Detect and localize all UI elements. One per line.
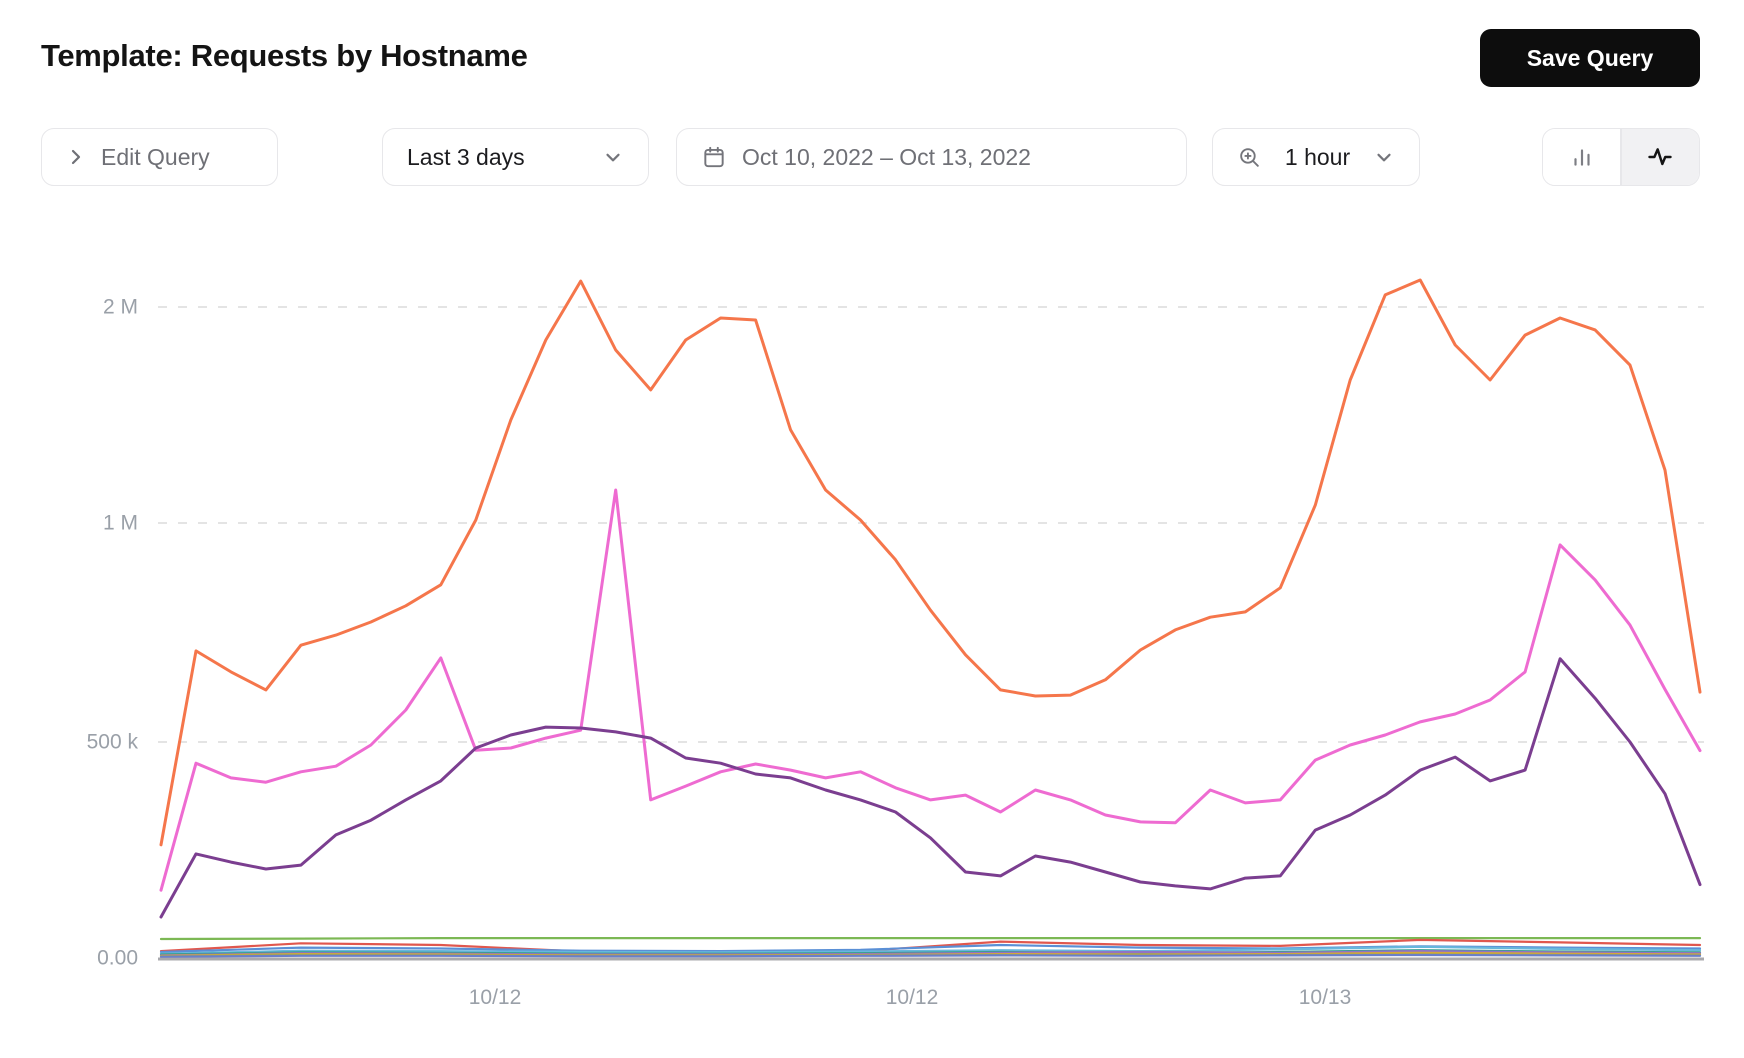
x-axis-label: 10/12 [469,986,522,1009]
series-line-host-orange [159,278,1702,847]
zoom-in-icon [1237,145,1262,170]
interval-label: 1 hour [1284,143,1351,170]
bar-chart-icon [1569,144,1595,170]
line-chart-toggle-button[interactable] [1621,129,1699,185]
time-range-dropdown[interactable]: Last 3 days [382,128,649,186]
save-query-button[interactable]: Save Query [1480,29,1700,87]
series-line-host-slate [159,953,1702,958]
chart-type-toggle [1542,128,1700,186]
chevron-down-icon [602,146,624,168]
series-line-host-magenta [159,488,1702,892]
interval-dropdown[interactable]: 1 hour [1212,128,1420,186]
x-axis-label: 10/13 [1299,986,1352,1009]
y-axis-label: 2 M [103,296,138,319]
save-query-label: Save Query [1526,44,1654,71]
calendar-icon [701,144,727,170]
chevron-down-icon [1373,146,1395,168]
y-axis-label: 1 M [103,512,138,535]
date-range-picker[interactable]: Oct 10, 2022 – Oct 13, 2022 [676,128,1187,186]
series-line-host-purple [159,657,1702,919]
edit-query-button[interactable]: Edit Query [41,128,278,186]
y-axis-label: 500 k [87,731,139,754]
date-range-label: Oct 10, 2022 – Oct 13, 2022 [742,143,1031,170]
series-line-host-sky [159,945,1702,955]
edit-query-label: Edit Query [101,143,210,170]
bar-chart-toggle-button[interactable] [1543,129,1621,185]
time-range-label: Last 3 days [407,143,525,170]
y-axis-label: 0.00 [97,947,138,970]
x-axis-label: 10/12 [886,986,939,1009]
page-title: Template: Requests by Hostname [41,38,528,73]
series-line-host-green [159,936,1702,941]
toggle-divider [1620,129,1622,185]
activity-pulse-icon [1646,143,1674,171]
chevron-right-icon [66,147,86,167]
